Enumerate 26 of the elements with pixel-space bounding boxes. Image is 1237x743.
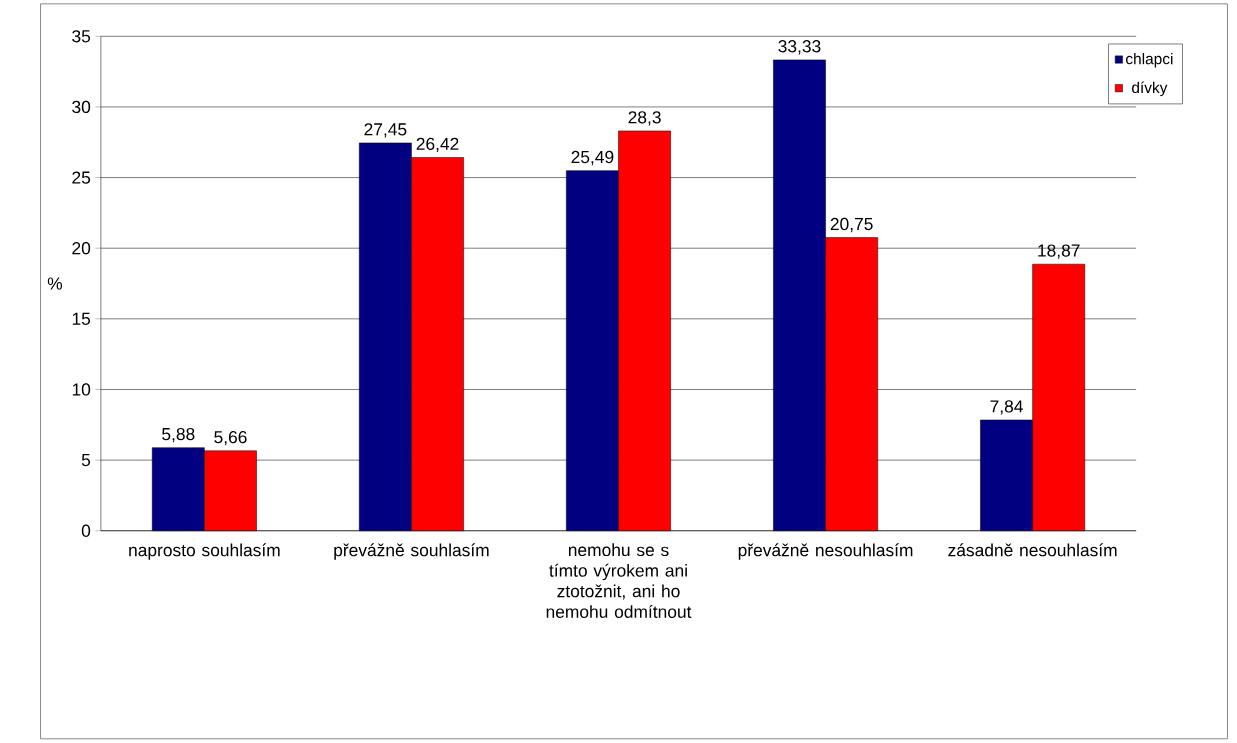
y-tick-label: 30 xyxy=(72,100,91,114)
data-label: 27,45 xyxy=(364,123,407,138)
data-label: 7,84 xyxy=(990,400,1023,415)
y-tick-label: 15 xyxy=(72,312,91,326)
y-axis-title: % xyxy=(47,277,63,290)
data-label: 28,3 xyxy=(628,111,661,126)
y-tick-label: 10 xyxy=(72,383,91,396)
legend-label: dívky xyxy=(1132,81,1168,97)
y-tick-label: 25 xyxy=(72,171,91,184)
data-label: 25,49 xyxy=(571,151,614,166)
x-tick-label: nemohu se s tímto výrokem ani ztotožnit, ani ho nemohu odmítnout xyxy=(546,543,692,619)
data-label: 5,66 xyxy=(214,431,247,446)
y-tick-label: 35 xyxy=(72,30,91,43)
data-label: 5,88 xyxy=(162,428,195,443)
x-tick-label: zásadně nesouhlasím xyxy=(948,543,1117,557)
y-tick-label: 20 xyxy=(72,242,91,255)
x-tick-label: naprosto souhlasím xyxy=(129,543,280,560)
data-label: 33,33 xyxy=(778,40,821,55)
y-tick-label: 5 xyxy=(81,454,91,467)
legend-label: chlapci xyxy=(1126,53,1173,68)
x-tick-label: převážně nesouhlasím xyxy=(738,543,913,560)
data-label: 20,75 xyxy=(830,218,873,233)
x-tick-label: převážně souhlasím xyxy=(334,543,489,560)
data-label: 18,87 xyxy=(1038,244,1080,259)
y-tick-label: 0 xyxy=(81,524,91,538)
data-label: 26,42 xyxy=(416,137,459,153)
